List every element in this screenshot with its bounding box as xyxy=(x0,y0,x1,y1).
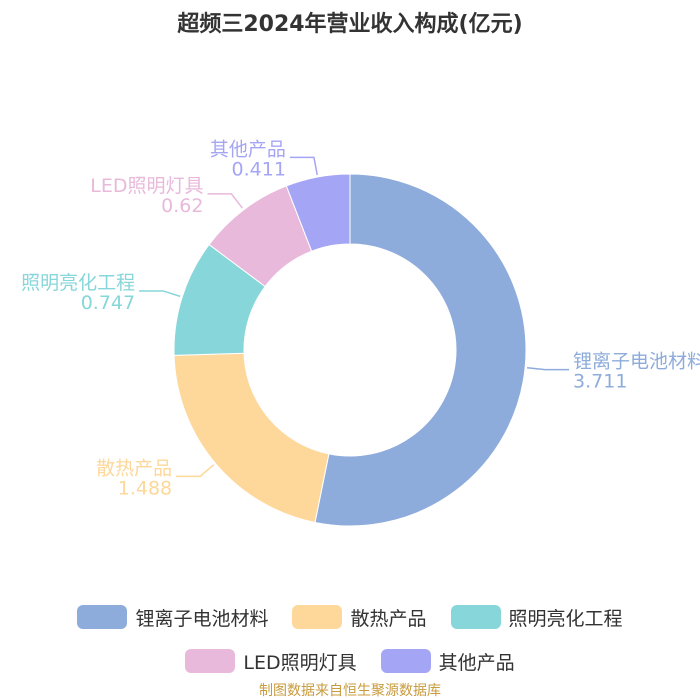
legend-row-1: 锂离子电池材料 散热产品 照明亮化工程 xyxy=(0,602,700,632)
leader-line-lithium xyxy=(527,367,570,371)
legend-swatch-other xyxy=(380,649,431,673)
legend-row-2: LED照明灯具 其他产品 xyxy=(0,646,700,676)
leader-line-cooling xyxy=(176,464,215,478)
leader-line-led xyxy=(207,193,243,209)
slice-cooling[interactable] xyxy=(173,352,330,524)
slice-label-led: LED照明灯具 xyxy=(90,175,203,197)
slice-value-other: 0.411 xyxy=(232,158,286,180)
leader-line-lighting-project xyxy=(139,290,181,298)
slice-lithium[interactable] xyxy=(314,173,527,527)
legend-item-lighting-project[interactable]: 照明亮化工程 xyxy=(450,604,623,631)
slice-other[interactable] xyxy=(285,173,351,252)
legend-item-led[interactable]: LED照明灯具 xyxy=(185,648,357,675)
slice-value-cooling: 1.488 xyxy=(118,477,172,499)
slice-value-led: 0.62 xyxy=(161,195,203,217)
slice-value-lighting-project: 0.747 xyxy=(81,292,135,314)
legend-label-lighting-project: 照明亮化工程 xyxy=(508,607,623,630)
data-source-note: 制图数据来自恒生聚源数据库 xyxy=(259,683,441,699)
legend-swatch-lithium xyxy=(77,605,128,629)
slice-label-other: 其他产品 xyxy=(210,138,286,160)
legend: 锂离子电池材料 散热产品 照明亮化工程 LED照明灯具 其他产品 xyxy=(0,602,700,690)
donut-chart: 锂离子电池材料3.711散热产品1.488照明亮化工程0.747LED照明灯具0… xyxy=(21,138,700,527)
slice-label-cooling: 散热产品 xyxy=(96,457,172,479)
legend-label-lithium: 锂离子电池材料 xyxy=(135,607,269,630)
slice-label-lighting-project: 照明亮化工程 xyxy=(21,272,135,294)
slice-label-lithium: 锂离子电池材料 xyxy=(573,351,700,373)
legend-swatch-lighting-project xyxy=(450,605,501,629)
legend-item-cooling[interactable]: 散热产品 xyxy=(292,604,427,631)
chart-title: 超频三2024年营业收入构成(亿元) xyxy=(177,12,523,37)
legend-item-lithium[interactable]: 锂离子电池材料 xyxy=(77,604,268,631)
legend-label-other: 其他产品 xyxy=(438,651,515,674)
legend-label-cooling: 散热产品 xyxy=(350,607,427,630)
legend-item-other[interactable]: 其他产品 xyxy=(380,648,515,675)
slice-value-lithium: 3.711 xyxy=(573,371,627,393)
legend-swatch-cooling xyxy=(292,605,343,629)
legend-swatch-led xyxy=(185,649,236,673)
leader-line-other xyxy=(289,156,318,176)
legend-label-led: LED照明灯具 xyxy=(243,651,357,674)
